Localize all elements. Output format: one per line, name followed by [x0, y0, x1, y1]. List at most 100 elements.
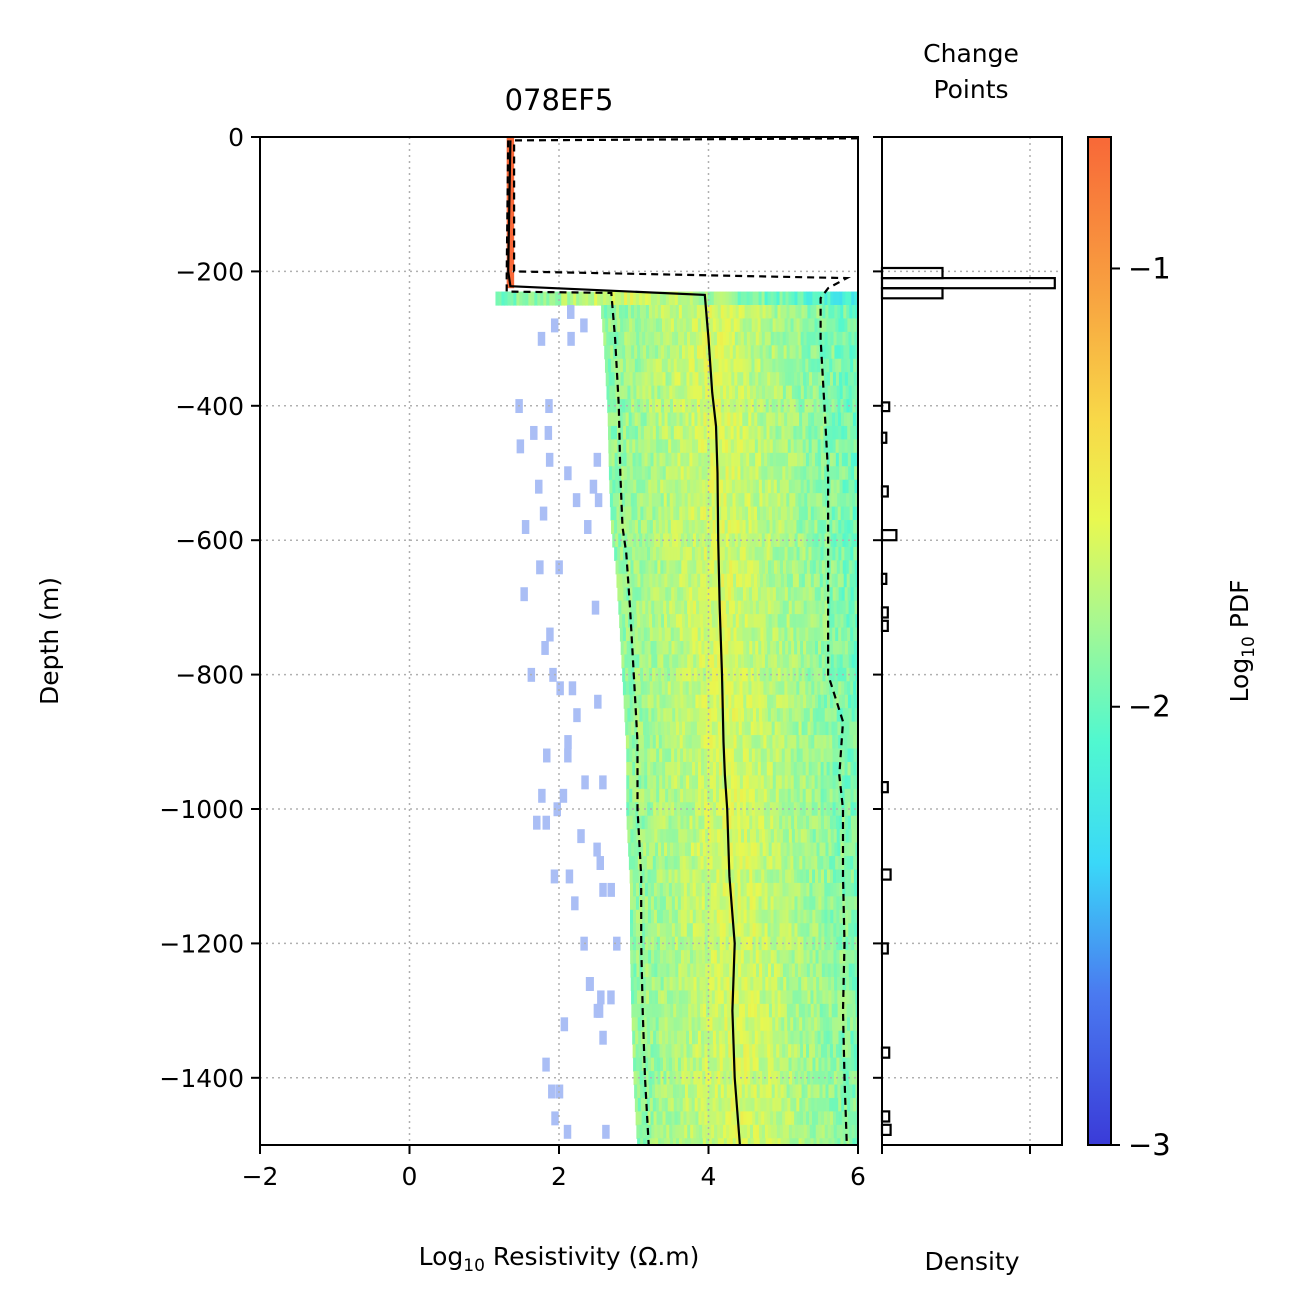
pdf-cell	[665, 788, 669, 803]
pdf-cell	[623, 520, 627, 535]
pdf-cell	[804, 1084, 809, 1099]
pdf-cell	[726, 614, 731, 629]
pdf-cell	[623, 694, 628, 709]
pdf-cell	[773, 815, 777, 830]
pdf-cell	[670, 842, 674, 857]
pdf-cell	[763, 439, 768, 454]
pdf-cell	[770, 600, 775, 615]
pdf-cell	[622, 345, 626, 360]
pdf-cell	[636, 331, 640, 346]
pdf-cell	[802, 788, 807, 803]
pdf-cell	[684, 721, 689, 736]
pdf-cell	[786, 345, 791, 360]
pdf-cell	[763, 775, 768, 790]
pdf-cell	[784, 681, 788, 696]
pdf-cell	[703, 506, 707, 521]
pdf-cell	[735, 654, 739, 669]
pdf-cell	[704, 788, 708, 803]
pdf-cell	[824, 600, 829, 615]
pdf-cell	[747, 708, 751, 723]
pdf-cell	[756, 963, 760, 978]
pdf-cell	[650, 1111, 655, 1126]
pdf-cell	[819, 573, 824, 588]
pdf-cell	[788, 923, 793, 938]
pdf-cell	[695, 1057, 700, 1072]
pdf-cell	[789, 1003, 794, 1018]
pdf-cell	[668, 694, 673, 709]
pdf-cell	[735, 708, 739, 723]
pdf-cell	[707, 452, 711, 467]
pdf-cell	[748, 425, 753, 440]
pdf-cell	[658, 1017, 663, 1032]
pdf-cell	[646, 520, 651, 535]
pdf-cell	[687, 829, 691, 844]
pdf-cell	[687, 842, 692, 857]
pdf-cell	[632, 318, 636, 333]
pdf-cell	[807, 990, 812, 1005]
pdf-cell	[722, 372, 726, 387]
pdf-cell	[778, 1030, 783, 1045]
pdf-cell	[758, 533, 763, 548]
pdf-cell	[789, 667, 794, 682]
pdf-cell	[684, 479, 688, 494]
pdf-cell	[769, 520, 774, 535]
pdf-cell	[700, 735, 705, 750]
pdf-cell	[770, 385, 775, 400]
pdf-cell	[726, 721, 731, 736]
pdf-cell	[851, 909, 855, 924]
pdf-cell	[675, 493, 680, 508]
pdf-cell	[764, 950, 769, 965]
pdf-cell	[655, 412, 660, 427]
pdf-cell	[673, 425, 678, 440]
pdf-cell	[699, 667, 704, 682]
pdf-cell	[707, 788, 711, 803]
pdf-cell	[615, 331, 619, 346]
pdf-cell	[748, 1030, 753, 1045]
pdf-cell	[642, 963, 647, 978]
pdf-cell	[713, 466, 718, 481]
pdf-cell	[684, 654, 688, 669]
pdf-cell	[776, 641, 780, 656]
pdf-cell	[783, 1071, 787, 1086]
pdf-cell	[814, 1097, 818, 1112]
pdf-cell	[664, 735, 669, 750]
pdf-cell	[842, 291, 846, 306]
pdf-cell	[737, 815, 741, 830]
pdf-cell	[661, 412, 666, 427]
pdf-cell	[673, 681, 678, 696]
pdf-cell	[680, 869, 685, 884]
pdf-cell	[723, 708, 727, 723]
pdf-cell	[751, 439, 756, 454]
pdf-cell	[847, 452, 852, 467]
pdf-cell	[626, 641, 631, 656]
pdf-cell	[653, 909, 658, 924]
pdf-cell	[754, 439, 759, 454]
pdf-cell	[751, 748, 756, 763]
pdf-cell	[813, 614, 818, 629]
pdf-cell	[723, 1071, 727, 1086]
pdf-cell	[727, 627, 732, 642]
pdf-cell	[770, 466, 774, 481]
pdf-cell	[723, 842, 728, 857]
pdf-cell	[642, 305, 647, 320]
pdf-cell	[789, 721, 794, 736]
pdf-cell	[825, 399, 830, 414]
pdf-cell	[748, 802, 753, 817]
pdf-cell	[823, 1030, 828, 1045]
pdf-cell	[681, 345, 686, 360]
pdf-cell	[794, 708, 799, 723]
pdf-cell	[759, 990, 764, 1005]
pdf-cell	[663, 533, 667, 548]
pdf-cell	[806, 1057, 811, 1072]
pdf-cell	[792, 305, 797, 320]
pdf-cell	[752, 950, 757, 965]
pdf-cell	[794, 963, 799, 978]
pdf-cell	[854, 882, 858, 897]
pdf-cell	[745, 520, 750, 535]
pdf-cell	[754, 775, 759, 790]
pdf-cell	[837, 573, 842, 588]
pdf-cell	[786, 1071, 790, 1086]
pdf-cell	[645, 331, 649, 346]
pdf-cell	[732, 721, 737, 736]
